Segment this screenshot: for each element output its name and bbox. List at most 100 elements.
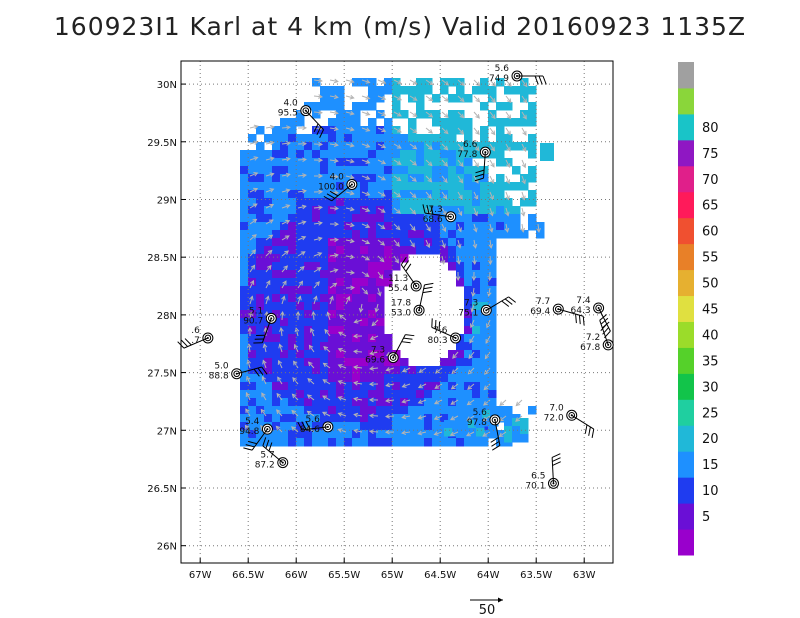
wind-vector (338, 314, 347, 321)
heatmap-cell (416, 110, 425, 119)
wind-vector (472, 239, 478, 249)
wind-vector (369, 366, 379, 371)
heatmap-cell (264, 374, 273, 383)
wind-vector (417, 399, 427, 404)
heatmap-cell (440, 398, 449, 407)
heatmap-cell (448, 174, 457, 183)
colorbar-label: 65 (702, 199, 719, 214)
heatmap-cell (472, 222, 481, 231)
heatmap-cell (368, 134, 377, 143)
heatmap-cell (368, 198, 377, 207)
heatmap-cell (248, 270, 257, 279)
wind-vector (353, 349, 363, 354)
heatmap-cell (328, 246, 337, 255)
wind-barb (302, 426, 328, 431)
wind-vector (306, 394, 315, 401)
station-top-value: 4.0 (330, 172, 345, 182)
heatmap-cell (456, 230, 465, 239)
heatmap-cell (472, 198, 481, 207)
heatmap-cell (360, 366, 369, 375)
heatmap-cell (432, 206, 441, 215)
heatmap-cell (280, 326, 289, 335)
heatmap-cell (464, 302, 473, 311)
wind-vector (361, 127, 371, 132)
heatmap-cell (288, 414, 297, 423)
heatmap-cell (464, 246, 473, 255)
heatmap-cell (464, 118, 473, 127)
wind-vector (374, 303, 380, 313)
heatmap-cell (256, 262, 265, 271)
wind-vector (425, 143, 433, 150)
heatmap-cell (376, 294, 385, 303)
colorbar-label: 80 (702, 121, 719, 136)
heatmap-cell (272, 150, 281, 159)
heatmap-cell (280, 198, 289, 207)
heatmap-cell (256, 150, 265, 159)
heatmap-cell (344, 422, 353, 431)
heatmap-cell (416, 134, 425, 143)
heatmap-cell (384, 430, 393, 439)
colorbar-segment (678, 139, 694, 167)
heatmap-cell (464, 158, 473, 167)
wind-vector (457, 175, 464, 184)
heatmap-cell (496, 190, 505, 199)
wind-vector (345, 94, 355, 100)
heatmap-cell (368, 318, 377, 327)
heatmap-cell (328, 158, 337, 167)
heatmap-cell (472, 310, 481, 319)
heatmap-cell (392, 198, 401, 207)
heatmap-cell (416, 198, 425, 207)
wind-vector (385, 398, 395, 403)
wind-barb (236, 366, 262, 375)
heatmap-cell (400, 206, 409, 215)
heatmap-cell (480, 270, 489, 279)
heatmap-cell (408, 430, 417, 439)
heatmap-cell (336, 222, 345, 231)
heatmap-cell (464, 126, 473, 135)
heatmap-cell (512, 418, 521, 427)
heatmap-cell (368, 286, 377, 295)
heatmap-cell (288, 222, 297, 231)
wind-vector (425, 127, 433, 134)
heatmap-cell (512, 206, 521, 215)
heatmap-cell (376, 350, 385, 359)
wind-vector (457, 79, 465, 86)
heatmap-cell (352, 382, 361, 391)
heatmap-cell (360, 310, 369, 319)
heatmap-cell (472, 238, 481, 247)
heatmap-cell (280, 406, 289, 415)
wind-vector (345, 142, 355, 148)
wind-vector (337, 396, 347, 401)
heatmap-cell (488, 334, 497, 343)
heatmap-cell (464, 262, 473, 271)
heatmap-cell (452, 420, 461, 429)
heatmap-cell (272, 254, 281, 263)
wind-vector (323, 346, 331, 353)
observation-station: 7.680.3 (428, 318, 462, 346)
wind-vector (505, 127, 511, 136)
heatmap-cell (288, 334, 297, 343)
heatmap-cell (456, 278, 465, 287)
heatmap-cell (296, 262, 305, 271)
wind-vector (385, 414, 395, 419)
heatmap-cell (336, 438, 345, 447)
heatmap-cell (280, 142, 289, 151)
wind-vector (457, 191, 463, 200)
heatmap-cell (456, 214, 465, 223)
colorbar-segment (678, 217, 694, 245)
heatmap-cell (400, 158, 409, 167)
heatmap-cell (472, 230, 481, 239)
heatmap-cell (464, 198, 473, 207)
heatmap-cell (384, 214, 393, 223)
heatmap-cell (408, 246, 417, 255)
wind-vector (361, 207, 371, 212)
wind-vector (470, 287, 476, 297)
heatmap-cell (440, 150, 449, 159)
heatmap-cell (432, 190, 441, 199)
heatmap-cell (352, 206, 361, 215)
station-bottom-value: 55.4 (388, 284, 408, 294)
heatmap-cell (456, 150, 465, 159)
heatmap-cell (312, 246, 321, 255)
heatmap-cell (264, 390, 273, 399)
